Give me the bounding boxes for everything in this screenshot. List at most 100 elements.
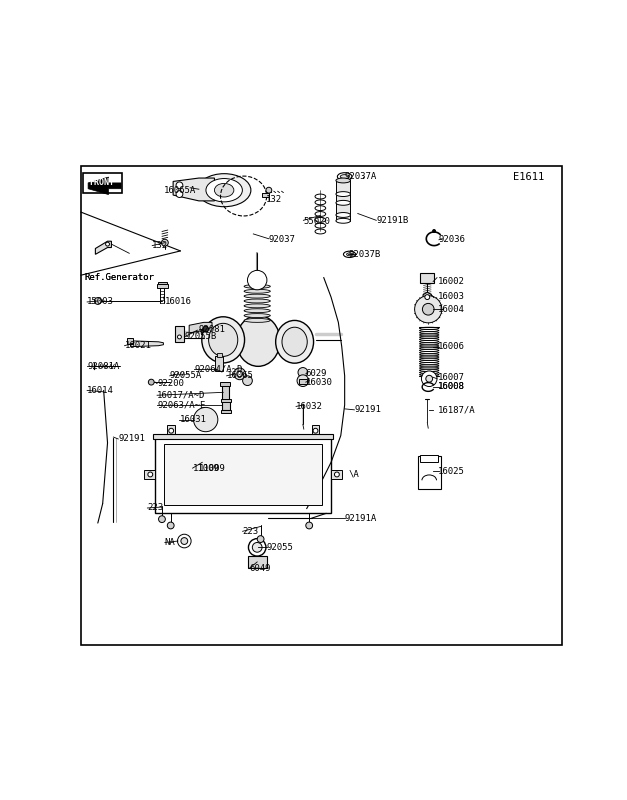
- Bar: [222, 401, 230, 410]
- Text: 16021: 16021: [125, 341, 151, 350]
- Bar: [144, 470, 155, 479]
- FancyBboxPatch shape: [336, 203, 350, 215]
- Ellipse shape: [276, 321, 314, 363]
- Circle shape: [148, 472, 153, 477]
- Text: 55020: 55020: [303, 218, 330, 226]
- Text: 132: 132: [265, 195, 282, 205]
- Circle shape: [298, 367, 308, 378]
- Text: 92191: 92191: [119, 434, 145, 443]
- Circle shape: [248, 270, 267, 290]
- Ellipse shape: [336, 200, 350, 206]
- Bar: [220, 382, 231, 386]
- Polygon shape: [189, 322, 212, 333]
- Circle shape: [169, 428, 174, 433]
- Bar: [155, 435, 331, 514]
- Text: Ref.Generator: Ref.Generator: [84, 273, 154, 282]
- Text: 92191A: 92191A: [345, 514, 377, 522]
- FancyBboxPatch shape: [336, 181, 350, 194]
- Bar: [153, 434, 334, 439]
- Circle shape: [421, 371, 437, 386]
- Bar: [157, 285, 168, 288]
- Circle shape: [426, 375, 433, 382]
- Text: 92081A: 92081A: [87, 362, 119, 370]
- Text: 92055B: 92055B: [184, 333, 216, 342]
- Text: 16017/A~D: 16017/A~D: [157, 390, 206, 400]
- Ellipse shape: [198, 174, 251, 206]
- Circle shape: [95, 298, 101, 304]
- Text: 92063/A~E: 92063/A~E: [157, 401, 206, 410]
- Text: 16002: 16002: [438, 277, 465, 286]
- Ellipse shape: [236, 315, 280, 366]
- Bar: [167, 425, 175, 435]
- Ellipse shape: [337, 173, 352, 181]
- Circle shape: [425, 294, 429, 299]
- FancyBboxPatch shape: [421, 273, 434, 283]
- Ellipse shape: [244, 294, 270, 298]
- Polygon shape: [88, 177, 121, 194]
- Text: 16014: 16014: [87, 386, 114, 395]
- Text: 16004: 16004: [438, 305, 465, 314]
- Circle shape: [266, 187, 271, 193]
- Text: 92200: 92200: [157, 379, 184, 388]
- Circle shape: [313, 428, 318, 433]
- Circle shape: [248, 538, 266, 556]
- Text: E1611: E1611: [514, 171, 544, 182]
- Text: 16031: 16031: [179, 415, 206, 424]
- Text: 16008: 16008: [438, 382, 465, 391]
- Circle shape: [433, 230, 436, 233]
- FancyBboxPatch shape: [336, 215, 350, 221]
- Text: 16187/A: 16187/A: [438, 406, 476, 414]
- Text: 6049: 6049: [250, 564, 271, 573]
- Circle shape: [149, 379, 154, 385]
- Ellipse shape: [214, 183, 234, 197]
- Text: 16006: 16006: [438, 342, 465, 351]
- Text: 92037B: 92037B: [348, 250, 381, 259]
- Ellipse shape: [244, 285, 270, 288]
- Ellipse shape: [336, 218, 350, 223]
- Ellipse shape: [344, 251, 356, 258]
- Circle shape: [176, 190, 183, 198]
- Circle shape: [177, 335, 181, 339]
- Text: 16016: 16016: [165, 298, 192, 306]
- Ellipse shape: [202, 317, 245, 363]
- Text: 92055A: 92055A: [170, 371, 202, 380]
- Bar: [300, 378, 307, 383]
- Polygon shape: [173, 178, 214, 201]
- Circle shape: [234, 368, 246, 380]
- Bar: [217, 354, 222, 358]
- Bar: [216, 356, 223, 371]
- Text: 92036: 92036: [439, 235, 466, 244]
- Circle shape: [297, 375, 308, 386]
- Text: 15003: 15003: [87, 298, 114, 306]
- Bar: [221, 410, 231, 413]
- Ellipse shape: [336, 213, 350, 218]
- Text: 223: 223: [243, 527, 259, 536]
- Bar: [262, 193, 269, 198]
- Ellipse shape: [340, 174, 349, 178]
- Ellipse shape: [336, 192, 350, 197]
- Text: 16003: 16003: [438, 292, 465, 301]
- Text: 92037: 92037: [269, 235, 296, 244]
- Bar: [83, 173, 122, 193]
- Text: NA: NA: [165, 538, 176, 547]
- Bar: [312, 425, 319, 435]
- Polygon shape: [131, 341, 164, 346]
- Text: 16008: 16008: [438, 382, 465, 391]
- Text: 16032: 16032: [296, 402, 323, 411]
- Ellipse shape: [244, 290, 270, 294]
- Bar: [158, 282, 167, 285]
- Polygon shape: [95, 242, 112, 254]
- Text: \A: \A: [348, 470, 359, 479]
- Bar: [248, 556, 267, 568]
- Text: 11009: 11009: [199, 464, 226, 473]
- FancyBboxPatch shape: [336, 194, 350, 203]
- Circle shape: [203, 326, 209, 332]
- Text: 92191B: 92191B: [376, 216, 409, 225]
- Bar: [222, 385, 229, 400]
- Ellipse shape: [244, 314, 270, 318]
- Text: 132: 132: [152, 241, 169, 250]
- Circle shape: [334, 472, 339, 477]
- Ellipse shape: [347, 253, 352, 256]
- Bar: [221, 399, 231, 402]
- Ellipse shape: [209, 323, 238, 356]
